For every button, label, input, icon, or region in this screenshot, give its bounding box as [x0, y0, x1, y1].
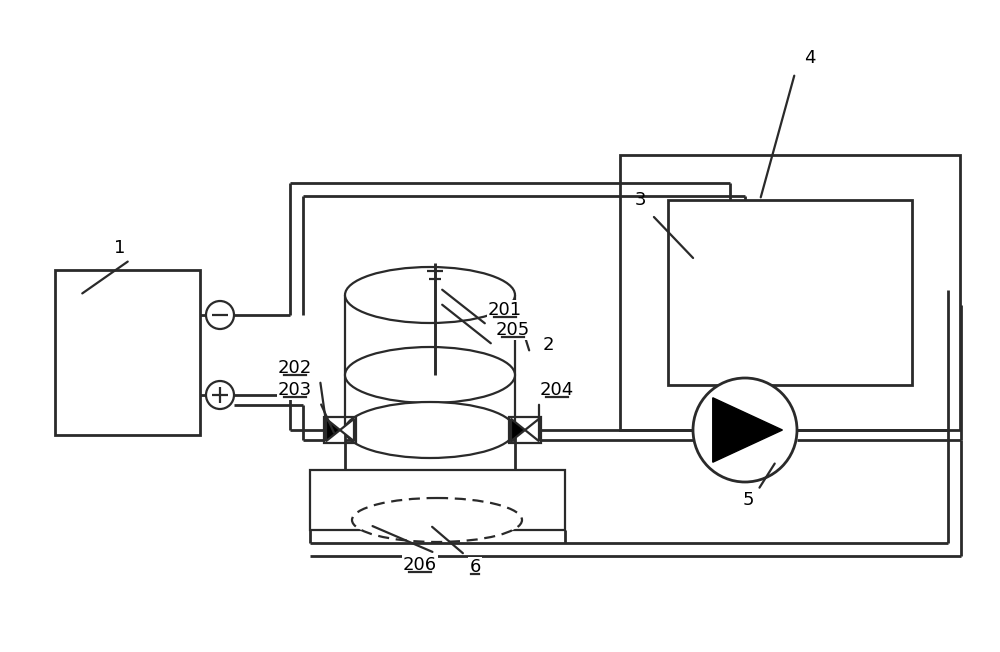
Polygon shape	[713, 398, 782, 462]
Text: 202: 202	[278, 359, 312, 377]
Bar	[509, 417, 541, 443]
Circle shape	[206, 381, 234, 409]
Ellipse shape	[352, 498, 522, 542]
Text: 3: 3	[634, 191, 646, 209]
Text: 2: 2	[542, 336, 554, 354]
Polygon shape	[511, 419, 525, 441]
Text: 6: 6	[469, 558, 481, 576]
Text: 1: 1	[114, 239, 126, 257]
Ellipse shape	[345, 402, 515, 458]
Polygon shape	[340, 419, 354, 441]
Bar	[324, 417, 356, 443]
Ellipse shape	[345, 347, 515, 403]
Ellipse shape	[345, 267, 515, 323]
Bar	[668, 200, 912, 385]
Text: 206: 206	[403, 556, 437, 574]
Text: 201: 201	[488, 301, 522, 319]
Text: 5: 5	[742, 491, 754, 509]
Circle shape	[206, 301, 234, 329]
Text: 203: 203	[278, 381, 312, 399]
Bar	[55, 270, 200, 435]
Text: 4: 4	[804, 49, 816, 67]
Bar	[620, 155, 960, 430]
Text: 204: 204	[540, 381, 574, 399]
Text: 205: 205	[496, 321, 530, 339]
Bar	[310, 470, 565, 530]
Circle shape	[693, 378, 797, 482]
Polygon shape	[326, 419, 340, 441]
Polygon shape	[525, 419, 539, 441]
